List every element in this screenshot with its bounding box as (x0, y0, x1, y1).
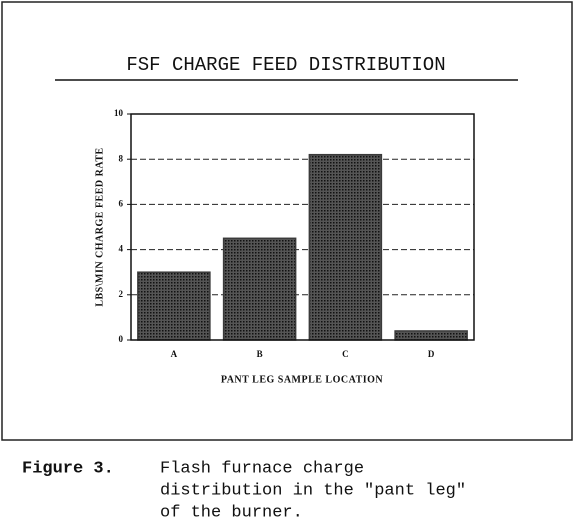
x-tick-label: D (428, 349, 435, 359)
y-tick-label: 6 (119, 198, 124, 208)
bar (222, 237, 297, 341)
caption-line: of the burner. (160, 503, 303, 520)
caption-label: Figure 3. (22, 459, 114, 478)
y-tick-label: 8 (119, 153, 124, 163)
x-tick-label: A (171, 349, 178, 359)
caption-line: distribution in the "pant leg" (160, 481, 466, 500)
figure-frame (1, 1, 573, 441)
caption-line: Flash furnace charge (160, 459, 364, 478)
plot: 0 2 4 6 8 10 A B C D (114, 108, 475, 359)
bar (137, 271, 211, 341)
x-tick-label: B (257, 349, 263, 359)
chart-title: FSF CHARGE FEED DISTRIBUTION (126, 54, 445, 76)
plot-frame (130, 113, 475, 341)
bar (394, 330, 468, 341)
y-tick-label: 2 (119, 289, 124, 299)
y-tick-label: 4 (119, 244, 124, 254)
y-tick-label: 0 (119, 334, 124, 344)
y-axis-label: LBS\MIN CHARGE FEED RATE (94, 147, 105, 306)
x-tick-label: C (342, 349, 349, 359)
y-tick-label: 10 (114, 108, 124, 118)
bar (308, 153, 383, 341)
x-axis-label: PANT LEG SAMPLE LOCATION (221, 374, 384, 385)
